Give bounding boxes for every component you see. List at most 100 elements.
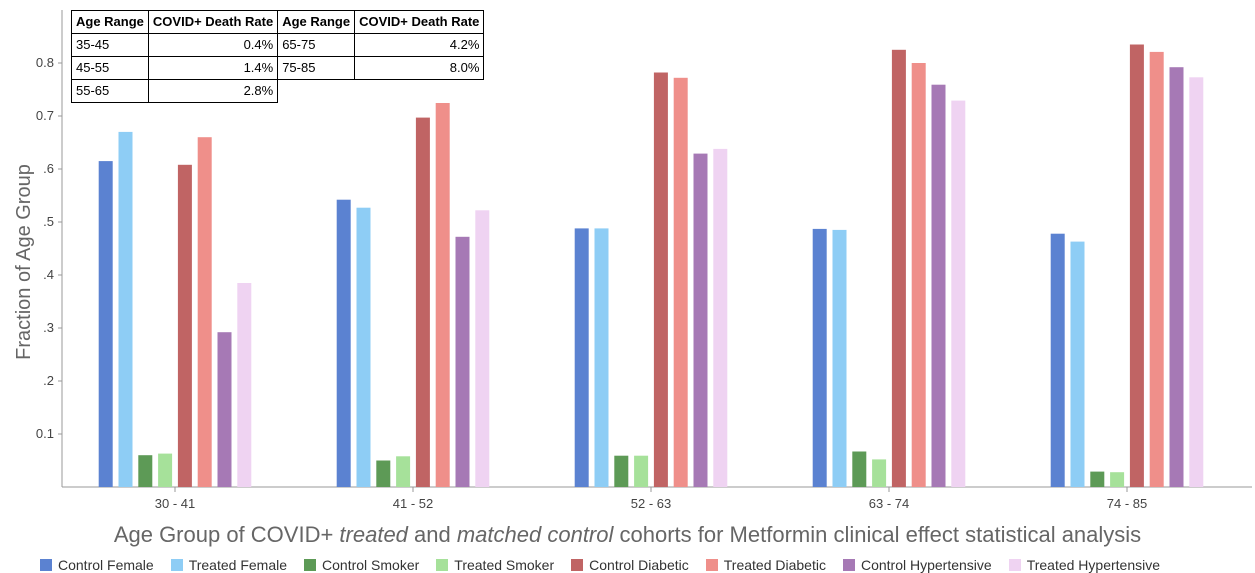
y-tick-label: 0.1 — [36, 426, 54, 441]
legend-label: Control Female — [58, 557, 154, 573]
bar[interactable] — [1110, 472, 1125, 487]
legend-item[interactable]: Control Diabetic — [571, 557, 689, 573]
y-tick-label: .6 — [43, 161, 54, 176]
bar[interactable] — [1090, 471, 1105, 487]
y-axis-title: Fraction of Age Group — [13, 164, 35, 360]
bar[interactable] — [693, 153, 708, 487]
table-cell: 0.4% — [147, 33, 279, 57]
bar[interactable] — [138, 455, 153, 487]
legend-item[interactable]: Control Hypertensive — [842, 557, 992, 573]
bar[interactable] — [217, 332, 232, 487]
bar[interactable] — [931, 84, 946, 487]
x-tick-label: 30 - 41 — [155, 496, 195, 511]
bar[interactable] — [872, 459, 887, 487]
bar[interactable] — [911, 63, 926, 487]
bar[interactable] — [1070, 241, 1085, 487]
bar[interactable] — [336, 199, 351, 487]
table-cell: 2.8% — [147, 79, 279, 103]
legend-item[interactable]: Treated Smoker — [436, 557, 554, 573]
bar[interactable] — [951, 100, 966, 487]
bar[interactable] — [1169, 67, 1184, 487]
legend-label: Treated Female — [188, 557, 288, 573]
legend-swatch — [304, 559, 317, 571]
bars — [98, 44, 1204, 488]
bar[interactable] — [455, 236, 470, 487]
x-axis-title-part: treated — [339, 522, 408, 547]
legend-label: Control Smoker — [322, 557, 420, 573]
legend-item[interactable]: Control Smoker — [304, 557, 419, 573]
table-cell: 4.2% — [354, 33, 485, 57]
y-tick-label: .4 — [43, 267, 54, 282]
bar[interactable] — [1129, 44, 1144, 488]
y-tick-label: 0.8 — [36, 55, 54, 70]
legend-item[interactable]: Treated Diabetic — [705, 557, 826, 573]
x-axis-title-part: cohorts for Metformin clinical effect st… — [613, 522, 1142, 547]
bar[interactable] — [812, 228, 827, 487]
bar[interactable] — [673, 77, 688, 488]
x-tick-label: 41 - 52 — [393, 496, 433, 511]
table-header-cell: Age Range — [71, 10, 149, 34]
y-axis: 0.1 .2 .3 .4 .5 .6 0.7 0.8 — [36, 10, 63, 487]
legend-swatch — [436, 559, 449, 571]
table-row: 35-45 0.4% 65-75 4.2% — [71, 33, 485, 57]
legend: Control Female Treated Female Control Sm… — [40, 557, 1160, 573]
table-cell — [278, 80, 355, 103]
legend-item[interactable]: Control Female — [40, 557, 154, 573]
table-header-cell: COVID+ Death Rate — [147, 10, 279, 34]
bar[interactable] — [594, 228, 609, 487]
table-row: 55-65 2.8% — [71, 79, 484, 103]
legend-item[interactable]: Treated Female — [170, 557, 288, 573]
bar[interactable] — [574, 228, 589, 487]
table-cell — [355, 80, 484, 103]
bar[interactable] — [356, 207, 371, 487]
legend-label: Control Diabetic — [589, 557, 689, 573]
legend-swatch — [705, 559, 718, 571]
bar[interactable] — [1050, 233, 1065, 487]
death-rate-table: Age Range COVID+ Death Rate Age Range CO… — [71, 10, 485, 103]
y-tick-label: 0.7 — [36, 108, 54, 123]
table-cell: 75-85 — [277, 56, 356, 80]
table-header-cell: COVID+ Death Rate — [354, 10, 485, 34]
x-axis-title-part: Age Group of COVID+ — [113, 522, 340, 547]
bar[interactable] — [832, 229, 847, 487]
bar[interactable] — [197, 137, 212, 487]
bar[interactable] — [1149, 51, 1164, 488]
table-cell: 8.0% — [354, 56, 485, 80]
bar[interactable] — [614, 455, 629, 487]
bar[interactable] — [653, 72, 668, 488]
table-row: 45-55 1.4% 75-85 8.0% — [71, 56, 485, 80]
bar[interactable] — [118, 131, 133, 487]
bar[interactable] — [891, 49, 906, 488]
legend-label: Treated Smoker — [454, 557, 555, 573]
legend-swatch — [842, 559, 855, 571]
bar[interactable] — [177, 164, 192, 488]
bar[interactable] — [634, 455, 649, 487]
bar[interactable] — [852, 451, 867, 488]
legend-swatch — [40, 559, 52, 571]
y-tick-label: .2 — [43, 373, 54, 388]
table-header-cell: Age Range — [277, 10, 356, 34]
y-tick-label: .3 — [43, 320, 54, 335]
bar[interactable] — [376, 460, 391, 488]
table-cell: 1.4% — [147, 56, 279, 80]
x-tick-label: 63 - 74 — [869, 496, 909, 511]
bar[interactable] — [237, 283, 252, 487]
legend-item[interactable]: Treated Hypertensive — [1008, 557, 1161, 573]
legend-swatch — [170, 559, 183, 571]
bar[interactable] — [396, 456, 411, 487]
x-tick-label: 52 - 63 — [631, 496, 671, 511]
legend-label: Treated Hypertensive — [1026, 557, 1161, 573]
x-tick-label: 74 - 85 — [1107, 496, 1147, 511]
x-axis-title-part: and — [407, 522, 457, 547]
x-axis: 30 - 41 41 - 52 52 - 63 63 - 74 74 - 85 — [62, 486, 1252, 511]
bar[interactable] — [475, 210, 490, 488]
bar[interactable] — [98, 161, 113, 487]
bar[interactable] — [415, 117, 430, 487]
bar[interactable] — [1189, 77, 1204, 488]
legend-swatch — [571, 559, 584, 571]
legend-label: Treated Diabetic — [723, 557, 826, 573]
bar[interactable] — [158, 453, 173, 487]
bar[interactable] — [713, 148, 728, 487]
bar[interactable] — [435, 102, 450, 488]
